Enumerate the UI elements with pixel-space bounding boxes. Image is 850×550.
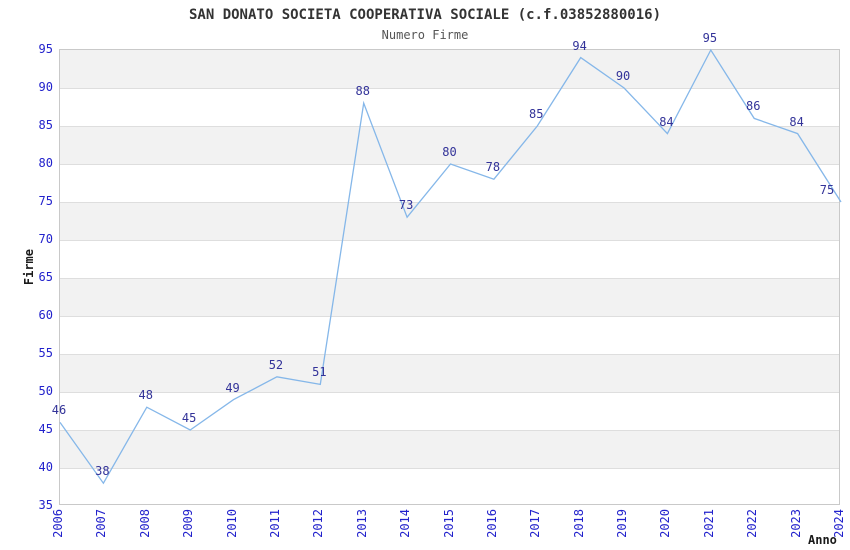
gridline — [60, 202, 839, 203]
gridline — [60, 278, 839, 279]
data-point-label: 46 — [51, 403, 67, 418]
data-point-label: 48 — [138, 388, 153, 403]
gridline — [60, 240, 839, 241]
x-tick-label: 2022 — [745, 509, 760, 538]
gridline — [60, 468, 839, 469]
x-tick-label: 2013 — [354, 509, 369, 538]
y-tick-label: 70 — [38, 231, 53, 246]
data-point-label: 78 — [485, 160, 501, 175]
x-tick-label: 2021 — [701, 509, 716, 538]
y-tick-label: 50 — [38, 383, 53, 398]
gridline — [60, 316, 839, 317]
data-point-label: 84 — [789, 114, 804, 129]
gridline — [60, 430, 839, 431]
y-tick-label: 35 — [38, 497, 53, 512]
data-point-label: 80 — [442, 145, 457, 159]
y-tick-label: 95 — [38, 41, 53, 56]
y-tick-label: 75 — [38, 193, 53, 208]
y-tick-label: 40 — [38, 459, 53, 474]
y-tick-label: 60 — [38, 307, 53, 322]
y-tick-label: 65 — [38, 269, 53, 284]
y-tick-label: 45 — [38, 421, 53, 436]
x-tick-label: 2019 — [615, 509, 630, 538]
data-point-label: 94 — [572, 38, 587, 53]
chart-title: SAN DONATO SOCIETA COOPERATIVA SOCIALE (… — [188, 7, 661, 23]
x-tick-label: 2016 — [484, 509, 499, 538]
y-tick-label: 55 — [38, 345, 53, 360]
data-point-label: 88 — [355, 84, 370, 99]
data-point-label: 45 — [181, 411, 197, 425]
line-series-svg — [59, 48, 842, 485]
x-tick-label: 2010 — [224, 509, 239, 538]
x-tick-label: 2007 — [94, 509, 109, 538]
y-tick-label: 90 — [38, 79, 53, 94]
data-point-label: 49 — [225, 380, 240, 395]
x-tick-label: 2008 — [137, 509, 152, 538]
x-tick-label: 2009 — [181, 509, 196, 538]
x-tick-label: 2020 — [658, 509, 673, 538]
data-point-label: 52 — [268, 357, 284, 372]
x-tick-label: 2023 — [788, 509, 803, 538]
data-point-label: 95 — [702, 31, 718, 45]
gridline — [60, 126, 839, 127]
y-tick-label: 80 — [38, 155, 53, 170]
x-tick-label: 2011 — [267, 509, 282, 538]
x-tick-label: 2018 — [571, 509, 586, 538]
data-point-label: 75 — [819, 183, 835, 197]
data-point-label: 38 — [95, 464, 110, 479]
data-point-label: 84 — [659, 114, 674, 129]
data-line — [59, 48, 842, 485]
y-tick-label: 85 — [38, 117, 53, 132]
data-point-label: 90 — [615, 69, 631, 83]
gridline — [60, 88, 839, 89]
x-tick-label: 2014 — [398, 509, 413, 538]
gridline — [60, 354, 839, 355]
data-point-label: 73 — [398, 198, 414, 213]
data-point-label: 86 — [745, 99, 761, 114]
data-point-label: 51 — [312, 365, 327, 380]
x-tick-label: 2012 — [311, 509, 326, 538]
gridline — [60, 392, 839, 393]
plot-area — [59, 48, 842, 505]
x-axis-title: Anno — [808, 533, 837, 547]
x-tick-label: 2006 — [51, 509, 65, 538]
data-point-label: 85 — [529, 107, 544, 121]
x-tick-label: 2017 — [528, 509, 543, 538]
chart-subtitle: Numero Firme — [381, 28, 469, 42]
x-tick-label: 2015 — [441, 509, 456, 538]
